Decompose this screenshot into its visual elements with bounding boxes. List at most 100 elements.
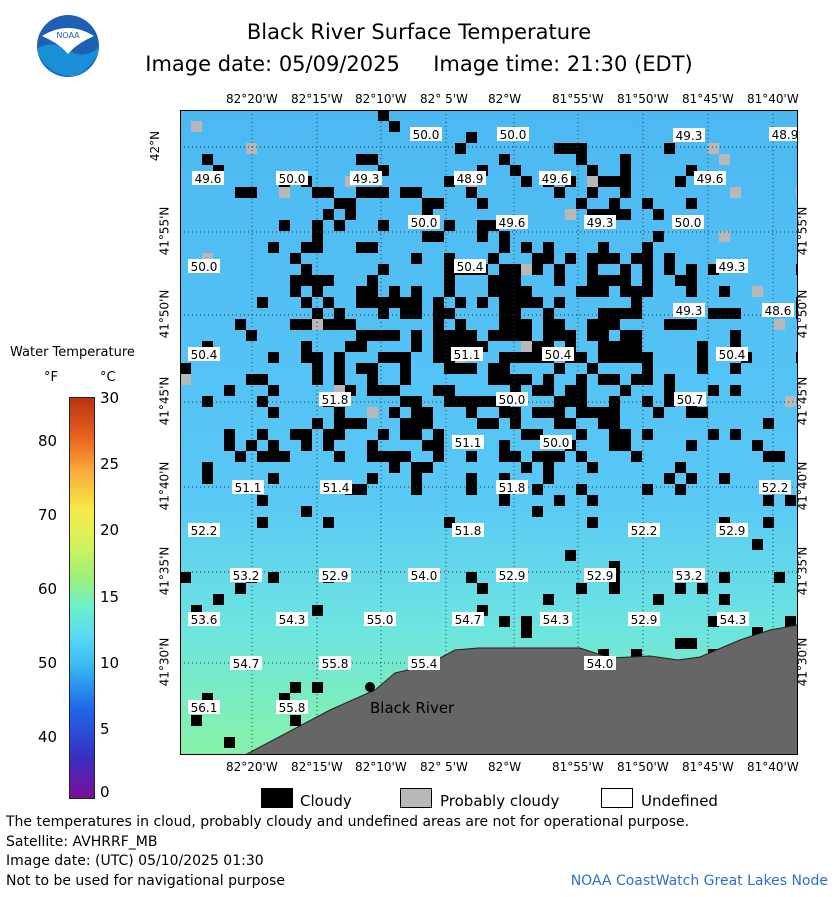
cloud-pixel [499, 308, 510, 319]
temperature-label: 54.3 [276, 612, 308, 627]
cloud-pixel [411, 429, 422, 440]
colorbar-tick-c: 25 [100, 455, 120, 473]
cloud-pixel [719, 154, 730, 165]
temperature-value: 54.3 [720, 613, 747, 627]
cloud-pixel [587, 495, 598, 506]
cloud-pixel [301, 297, 312, 308]
temperature-label: 51.8 [452, 523, 484, 538]
cloud-pixel [598, 286, 609, 297]
cloud-pixel [367, 187, 378, 198]
cloud-pixel [532, 385, 543, 396]
temperature-label: 54.0 [584, 656, 616, 671]
cloud-pixel [620, 429, 631, 440]
colorbar-tick-c: 20 [100, 521, 120, 539]
cloud-pixel [785, 396, 796, 407]
cloud-pixel [521, 374, 532, 385]
cloud-pixel [510, 418, 521, 429]
cloud-pixel [444, 352, 455, 363]
temperature-value: 48.9 [457, 172, 484, 186]
cloud-pixel [444, 253, 455, 264]
colorbar-tick-f: 60 [38, 580, 58, 598]
cloud-pixel [499, 264, 510, 275]
colorbar-tick-f: 40 [38, 728, 58, 746]
cloud-pixel [708, 264, 719, 275]
cloud-pixel [543, 319, 554, 330]
cloud-pixel [323, 275, 334, 286]
cloud-pixel [290, 682, 301, 693]
cloud-pixel [422, 198, 433, 209]
cloud-pixel [587, 264, 598, 275]
cloud-pixel [642, 429, 653, 440]
cloud-pixel [620, 330, 631, 341]
temperature-value: 49.3 [719, 260, 746, 274]
cloud-pixel [466, 330, 477, 341]
cloud-pixel [620, 165, 631, 176]
cloud-pixel [477, 198, 488, 209]
cloud-pixel [378, 187, 389, 198]
cloud-pixel [620, 209, 631, 220]
cloud-pixel [279, 187, 290, 198]
cloud-pixel [521, 341, 532, 352]
temperature-label: 52.2 [188, 523, 220, 538]
cloud-pixel [389, 286, 400, 297]
temperature-value: 52.9 [499, 569, 526, 583]
cloud-pixel [213, 594, 224, 605]
cloud-pixel [510, 352, 521, 363]
cloud-pixel [752, 627, 763, 638]
temperature-value: 52.9 [587, 569, 614, 583]
legend-cloudy-label: Cloudy [300, 792, 352, 810]
legend-probably-cloudy-label: Probably cloudy [440, 792, 560, 810]
cloud-pixel [565, 550, 576, 561]
cloud-pixel [334, 407, 345, 418]
cloud-pixel [488, 253, 499, 264]
cloud-pixel [466, 451, 477, 462]
cloud-pixel [598, 308, 609, 319]
temperature-value: 48.9 [772, 128, 798, 142]
cloud-pixel [598, 330, 609, 341]
cloud-pixel [686, 473, 697, 484]
cloud-pixel [499, 286, 510, 297]
cloud-pixel [334, 429, 345, 440]
temperature-value: 52.9 [719, 524, 746, 538]
cloud-pixel [576, 429, 587, 440]
temperature-value: 54.0 [587, 657, 614, 671]
colorbar-title: Water Temperature [10, 345, 135, 360]
cloud-pixel [411, 462, 422, 473]
cloud-pixel [499, 319, 510, 330]
cloud-pixel [411, 330, 422, 341]
cloud-pixel [587, 165, 598, 176]
cloud-pixel [521, 462, 532, 473]
cloud-pixel [400, 374, 411, 385]
cloud-pixel [587, 462, 598, 473]
cloud-pixel [312, 231, 323, 242]
cloud-pixel [444, 330, 455, 341]
cloud-pixel [477, 231, 488, 242]
cloud-pixel [411, 341, 422, 352]
cloud-pixel [367, 297, 378, 308]
cloud-pixel [609, 275, 620, 286]
temperature-value: 50.0 [543, 436, 570, 450]
cloud-pixel [477, 297, 488, 308]
temperature-label: 54.3 [717, 612, 749, 627]
cloud-pixel [367, 286, 378, 297]
cloud-pixel [631, 341, 642, 352]
cloud-pixel [565, 385, 576, 396]
map-subtitle: Image date: 05/09/2025 Image time: 21:30… [145, 52, 693, 76]
temperature-label: 49.3 [673, 128, 705, 143]
cloud-pixel [444, 275, 455, 286]
cloud-pixel [543, 341, 554, 352]
cloud-pixel [389, 451, 400, 462]
cloud-pixel [257, 429, 268, 440]
cloud-pixel [598, 341, 609, 352]
cloud-pixel [202, 462, 213, 473]
temperature-value: 50.0 [191, 260, 218, 274]
cloud-pixel [301, 275, 312, 286]
cloud-pixel [477, 165, 488, 176]
temperature-value: 49.3 [587, 216, 614, 230]
cloud-pixel [642, 253, 653, 264]
temperature-value: 50.0 [279, 172, 306, 186]
temperature-value: 50.0 [499, 393, 526, 407]
cloud-pixel [301, 506, 312, 517]
cloud-pixel [268, 572, 279, 583]
cloud-pixel [191, 605, 202, 616]
